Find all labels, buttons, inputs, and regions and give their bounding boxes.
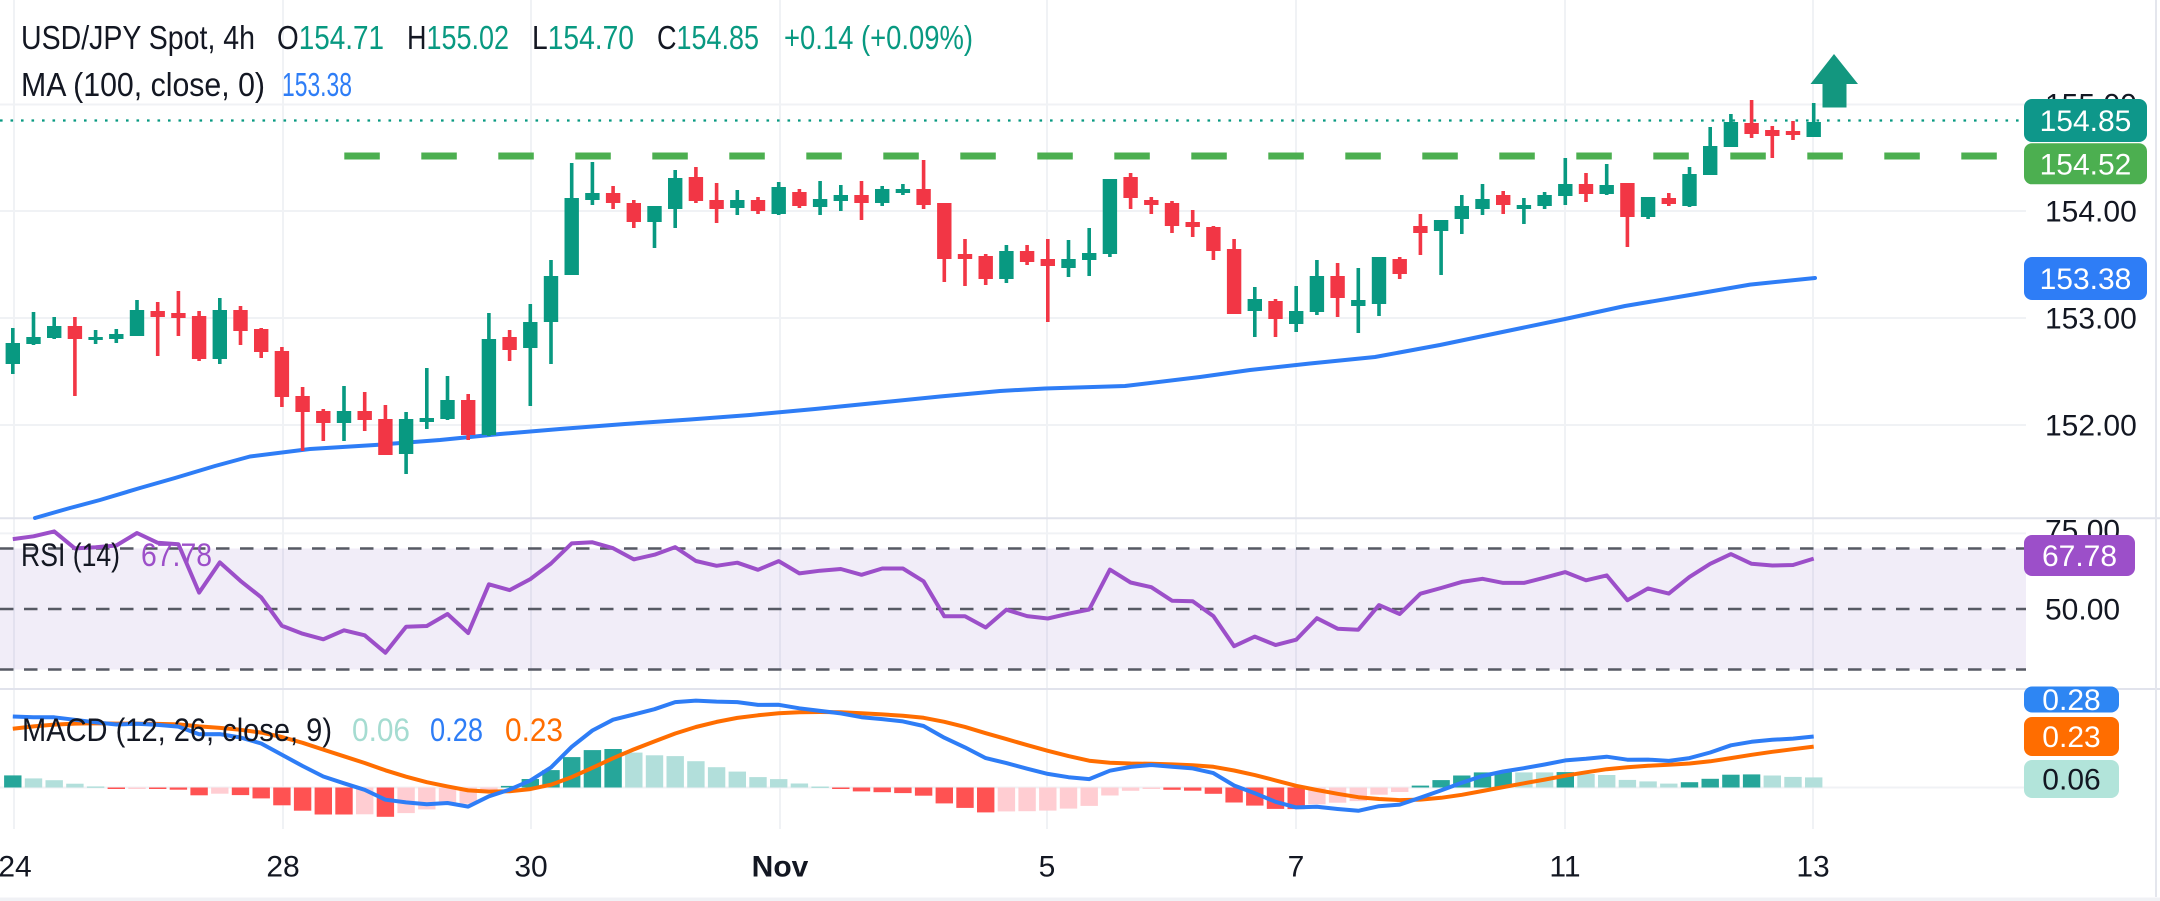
- svg-text:H155.02: H155.02: [407, 19, 509, 56]
- svg-text:RSI (14): RSI (14): [21, 537, 120, 573]
- svg-text:154.00: 154.00: [2045, 196, 2137, 229]
- svg-text:154.85: 154.85: [2040, 105, 2132, 138]
- svg-text:13: 13: [1796, 851, 1829, 884]
- svg-text:152.00: 152.00: [2045, 410, 2137, 443]
- svg-text:Nov: Nov: [752, 851, 809, 884]
- svg-text:MACD (12, 26, close, 9): MACD (12, 26, close, 9): [22, 712, 332, 748]
- svg-text:11: 11: [1549, 851, 1580, 884]
- svg-text:7: 7: [1288, 851, 1305, 884]
- svg-text:0.06: 0.06: [2042, 764, 2100, 797]
- svg-text:5: 5: [1039, 851, 1056, 884]
- svg-text:153.38: 153.38: [282, 66, 352, 103]
- svg-text:MA (100, close, 0): MA (100, close, 0): [21, 66, 265, 103]
- svg-text:24: 24: [0, 851, 32, 884]
- svg-text:154.52: 154.52: [2040, 148, 2132, 181]
- svg-text:0.28: 0.28: [2042, 684, 2100, 717]
- svg-text:50.00: 50.00: [2045, 594, 2120, 627]
- svg-text:+0.14 (+0.09%): +0.14 (+0.09%): [784, 19, 973, 56]
- svg-text:0.23: 0.23: [505, 712, 563, 748]
- svg-text:67.78: 67.78: [2042, 540, 2117, 573]
- svg-text:0.23: 0.23: [2042, 721, 2100, 754]
- svg-text:O154.71: O154.71: [277, 19, 384, 56]
- svg-text:0.28: 0.28: [430, 712, 483, 748]
- svg-text:L154.70: L154.70: [532, 19, 634, 56]
- svg-text:USD/JPY Spot, 4h: USD/JPY Spot, 4h: [21, 19, 255, 56]
- svg-text:153.38: 153.38: [2040, 263, 2132, 296]
- svg-text:30: 30: [514, 851, 547, 884]
- svg-text:67.78: 67.78: [141, 537, 212, 573]
- svg-text:153.00: 153.00: [2045, 303, 2137, 336]
- svg-text:0.06: 0.06: [352, 712, 410, 748]
- svg-text:C154.85: C154.85: [657, 19, 759, 56]
- svg-text:28: 28: [266, 851, 299, 884]
